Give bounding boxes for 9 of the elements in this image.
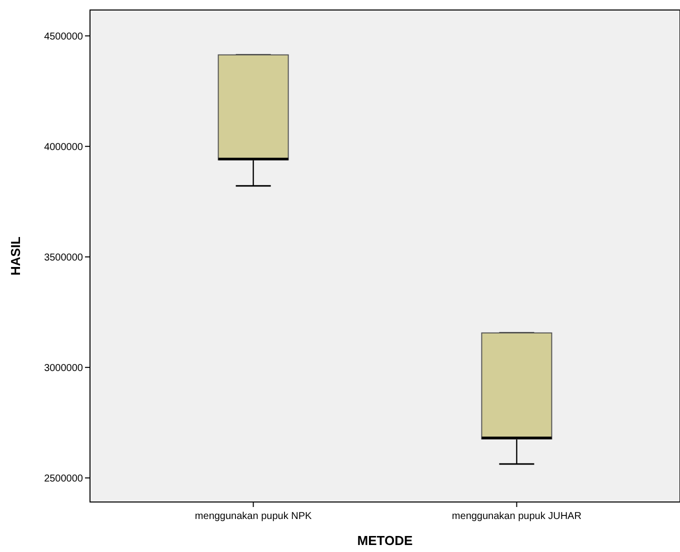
- y-tick-label: 4000000: [44, 142, 84, 153]
- y-axis-title: HASIL: [8, 236, 23, 276]
- x-axis-title: METODE: [357, 533, 414, 548]
- y-tick-label: 2500000: [44, 473, 84, 484]
- x-tick-label: menggunakan pupuk NPK: [194, 511, 312, 522]
- y-tick-label: 3500000: [44, 252, 84, 264]
- x-tick-label: menggunakan pupuk JUHAR: [452, 511, 582, 522]
- y-tick-label: 3000000: [44, 362, 84, 374]
- y-tick-label: 4500000: [44, 31, 84, 42]
